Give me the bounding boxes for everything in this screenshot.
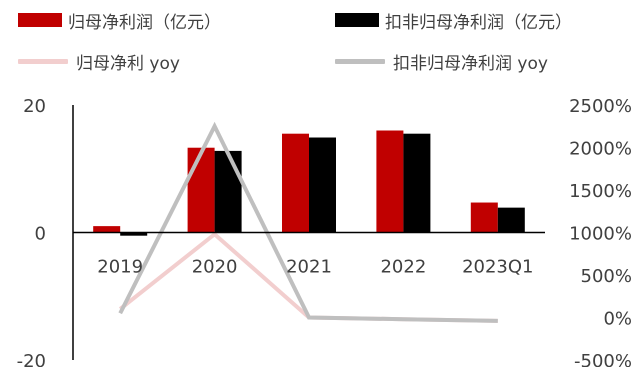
bar-np-ded-2021 bbox=[309, 137, 336, 233]
legend-swatch-np-yoy bbox=[18, 58, 68, 64]
bar-np-2019 bbox=[93, 226, 121, 233]
legend-swatch-np bbox=[18, 13, 62, 27]
y-left-tick-label: 20 bbox=[23, 96, 46, 117]
x-tick-label-2020: 2020 bbox=[192, 257, 238, 278]
y-right-tick-label: 2500% bbox=[569, 96, 632, 117]
line-np-ded-yoy bbox=[118, 121, 498, 323]
x-tick-label-2021: 2021 bbox=[286, 257, 332, 278]
bar-np-2020 bbox=[187, 147, 215, 233]
bar-np-ded-2023Q1 bbox=[497, 207, 525, 233]
legend-swatch-np-ded-yoy bbox=[335, 58, 385, 64]
legend-item-np-ded: 扣非归母净利润（亿元） bbox=[335, 9, 572, 33]
bar-np-2022 bbox=[376, 130, 404, 233]
y-right-tick-label: 500% bbox=[581, 266, 632, 287]
axes-layer: 2019 2020 2021 2022 2023Q1 -20 0 20 -500% 0% 500% 1… bbox=[17, 96, 632, 367]
x-tick-label-2019: 2019 bbox=[97, 257, 143, 278]
bar-np-ded-2019 bbox=[120, 232, 148, 236]
x-tick-label-2022: 2022 bbox=[380, 257, 426, 278]
y-right-tick-label: 0% bbox=[603, 309, 632, 330]
legend-label-np: 归母净利润（亿元） bbox=[68, 12, 221, 33]
legend-swatch-np-ded bbox=[335, 13, 379, 27]
legend-item-np: 归母净利润（亿元） bbox=[18, 9, 221, 33]
bar-np-ded-2020 bbox=[214, 150, 242, 233]
x-tick-label-2023Q1: 2023Q1 bbox=[462, 257, 533, 278]
y-left-tick-label: 0 bbox=[35, 224, 46, 245]
y-right-tick-label: 1000% bbox=[569, 224, 632, 245]
legend-label-np-ded-yoy: 扣非归母净利润 yoy bbox=[393, 53, 548, 74]
legend-item-np-yoy: 归母净利 yoy bbox=[18, 50, 180, 74]
bar-np-2023Q1 bbox=[470, 202, 498, 233]
bars-layer bbox=[93, 130, 525, 236]
bar-np-ded-2022 bbox=[403, 133, 431, 233]
legend-label-np-yoy: 归母净利 yoy bbox=[76, 53, 180, 74]
y-left-tick-label: -20 bbox=[17, 351, 46, 367]
y-right-tick-label: 2000% bbox=[569, 139, 632, 160]
y-right-tick-label: -500% bbox=[574, 351, 632, 367]
legend-label-np-ded: 扣非归母净利润（亿元） bbox=[385, 12, 572, 33]
legend-item-np-ded-yoy: 扣非归母净利润 yoy bbox=[335, 50, 548, 74]
line-np-yoy bbox=[118, 231, 498, 323]
bar-np-2021 bbox=[282, 133, 309, 233]
y-right-tick-label: 1500% bbox=[569, 181, 632, 202]
lines-layer bbox=[118, 121, 498, 323]
